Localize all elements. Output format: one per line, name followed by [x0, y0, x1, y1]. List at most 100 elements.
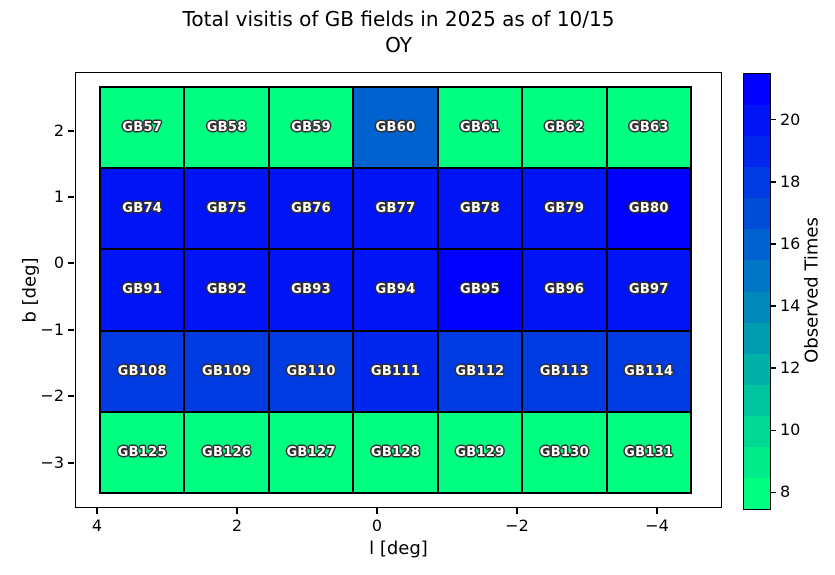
x-tick-label: 0 [371, 516, 383, 535]
x-tick-mark [96, 508, 98, 514]
x-tick-label: −4 [645, 516, 669, 535]
colorbar-tick-mark [770, 367, 776, 369]
x-tick-label: 4 [91, 516, 103, 535]
cell-label: GB131 [624, 444, 674, 460]
cell-label: GB80 [628, 201, 669, 217]
heatmap-cell-GB75: GB75 [184, 168, 269, 250]
y-tick-label: −1 [40, 320, 64, 339]
heatmap-grid: GB57 GB58 GB59 GB60 GB61 GB62 GB63 GB74 GB75 GB76… [99, 86, 692, 494]
colorbar-gradient-band [744, 415, 770, 447]
heatmap-cell-GB110: GB110 [268, 330, 354, 412]
cell-label: GB125 [117, 444, 167, 460]
heatmap-cell-GB60: GB60 [353, 87, 438, 169]
colorbar-gradient-band [744, 135, 770, 168]
chart-title-line1: Total visitis of GB fields in 2025 as of… [182, 7, 615, 31]
y-tick-mark [68, 262, 74, 264]
heatmap-cell-GB78: GB78 [437, 168, 523, 250]
colorbar-gradient-band [744, 260, 770, 292]
heatmap-cell-GB94: GB94 [353, 249, 438, 331]
colorbar-tick-mark [770, 118, 776, 121]
cell-label: GB126 [202, 444, 252, 460]
heatmap-cell-GB114: GB114 [606, 330, 691, 412]
colorbar-tick-label: 12 [780, 358, 801, 378]
x-tick-label: −2 [505, 516, 529, 535]
colorbar-tick-label: 16 [780, 233, 801, 253]
cell-label: GB93 [291, 282, 331, 298]
cell-label: GB108 [117, 363, 167, 379]
cell-label: GB112 [455, 363, 505, 379]
heatmap-cell-GB59: GB59 [268, 87, 354, 169]
heatmap-cell-GB125: GB125 [100, 411, 185, 493]
colorbar-tick-mark [770, 181, 776, 183]
heatmap-cell-GB112: GB112 [437, 330, 523, 412]
x-tick-mark [236, 508, 238, 514]
cell-label: GB78 [459, 201, 500, 217]
heatmap-cell-GB76: GB76 [268, 168, 354, 250]
heatmap-cell-GB91: GB91 [100, 249, 185, 331]
y-tick-label: 0 [53, 253, 64, 272]
y-tick-mark [68, 329, 74, 331]
chart-title-line2: OY [385, 33, 412, 57]
heatmap-cell-GB62: GB62 [522, 87, 607, 169]
heatmap-cell-GB131: GB131 [606, 411, 691, 493]
colorbar-gradient-band [744, 228, 770, 261]
cell-label: GB113 [539, 363, 589, 379]
y-tick-mark [68, 462, 74, 464]
x-tick-label: 2 [231, 516, 243, 535]
y-tick-mark [68, 196, 74, 198]
heatmap-cell-GB127: GB127 [268, 411, 354, 493]
colorbar-gradient-band [744, 446, 770, 478]
y-tick-label: 2 [53, 121, 64, 140]
colorbar-tick-mark [770, 243, 776, 245]
cell-label: GB129 [455, 444, 505, 460]
heatmap-cell-GB61: GB61 [437, 87, 523, 169]
heatmap-cell-GB109: GB109 [184, 330, 269, 412]
colorbar-tick-label: 14 [780, 296, 801, 316]
colorbar-gradient-band [744, 197, 770, 230]
heatmap-cell-GB95: GB95 [437, 249, 523, 331]
x-tick-mark [376, 508, 378, 514]
cell-label: GB130 [539, 444, 589, 460]
colorbar-tick-mark [770, 491, 776, 494]
x-tick-mark [516, 508, 518, 514]
heatmap-cell-GB130: GB130 [522, 411, 607, 493]
heatmap-cell-GB126: GB126 [184, 411, 269, 493]
cell-label: GB114 [624, 363, 674, 379]
cell-label: GB94 [375, 282, 416, 298]
colorbar-gradient-band [744, 353, 770, 385]
cell-label: GB57 [122, 120, 163, 136]
colorbar [743, 73, 771, 510]
heatmap-cell-GB113: GB113 [522, 330, 607, 412]
cell-label: GB111 [370, 363, 421, 379]
colorbar-tick-label: 10 [780, 420, 801, 440]
heatmap-cell-GB80: GB80 [606, 168, 691, 250]
y-tick-label: −2 [40, 386, 64, 405]
cell-label: GB95 [459, 282, 500, 298]
cell-label: GB62 [544, 120, 585, 136]
cell-label: GB77 [375, 201, 416, 217]
cell-label: GB109 [202, 363, 252, 379]
y-axis-label: b [deg] [19, 257, 41, 323]
cell-label: GB96 [544, 282, 585, 298]
cell-label: GB92 [206, 282, 247, 298]
colorbar-gradient-band [744, 73, 770, 106]
cell-label: GB63 [628, 120, 669, 136]
cell-label: GB59 [291, 120, 331, 136]
heatmap-cell-GB96: GB96 [522, 249, 607, 331]
cell-label: GB76 [291, 201, 331, 217]
heatmap-cell-GB129: GB129 [437, 411, 523, 493]
colorbar-tick-label: 8 [780, 482, 791, 502]
y-tick-mark [68, 395, 74, 397]
heatmap-cell-GB74: GB74 [100, 168, 185, 250]
colorbar-gradient-band [744, 291, 770, 323]
x-axis-label: l [deg] [369, 538, 428, 559]
y-tick-mark [68, 130, 74, 132]
heatmap-cell-GB57: GB57 [100, 87, 185, 169]
heatmap-cell-GB77: GB77 [353, 168, 438, 250]
heatmap-cell-GB108: GB108 [100, 330, 185, 412]
colorbar-tick-mark [770, 305, 776, 307]
colorbar-tick-mark [770, 429, 776, 432]
cell-label: GB75 [206, 201, 247, 217]
cell-label: GB127 [286, 444, 336, 460]
